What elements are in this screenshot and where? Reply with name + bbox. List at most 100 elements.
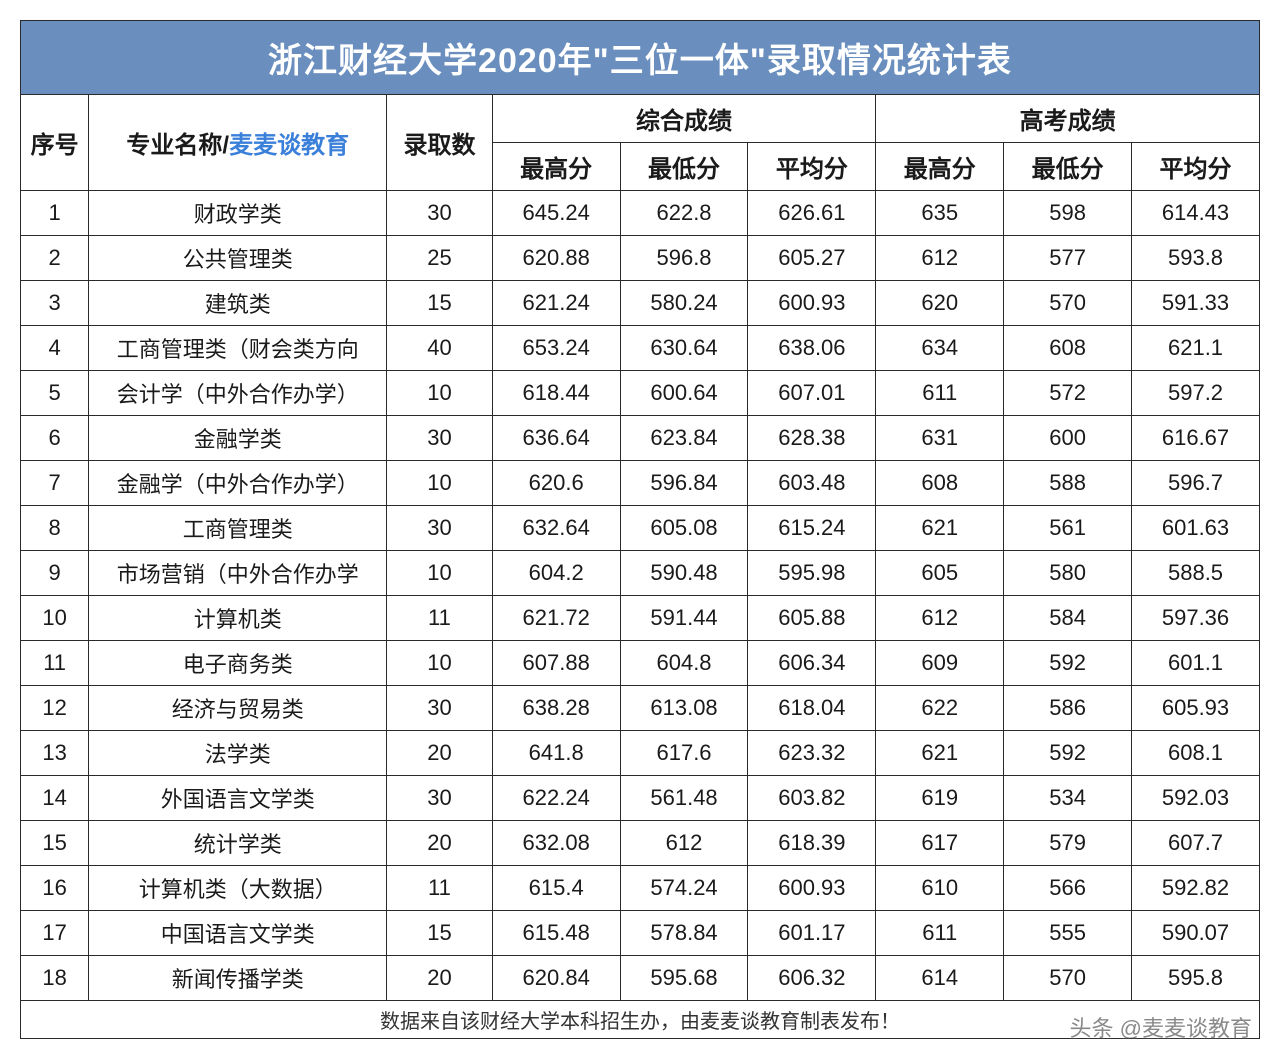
cell-g-avg: 608.1 <box>1132 731 1260 776</box>
cell-c-min: 617.6 <box>620 731 748 776</box>
cell-g-max: 617 <box>876 821 1004 866</box>
cell-seq: 15 <box>21 821 89 866</box>
table-row: 14外国语言文学类30622.24561.48603.82619534592.0… <box>21 776 1260 821</box>
header-count: 录取数 <box>387 95 493 191</box>
header-g-min: 最低分 <box>1004 143 1132 191</box>
cell-c-min: 605.08 <box>620 506 748 551</box>
cell-c-max: 604.2 <box>492 551 620 596</box>
cell-c-max: 621.24 <box>492 281 620 326</box>
cell-c-max: 636.64 <box>492 416 620 461</box>
cell-c-avg: 595.98 <box>748 551 876 596</box>
table-title-row: 浙江财经大学2020年"三位一体"录取情况统计表 <box>21 21 1260 95</box>
admission-statistics-table: 浙江财经大学2020年"三位一体"录取情况统计表 序号 专业名称/麦麦谈教育 录… <box>20 20 1260 1039</box>
table-row: 13法学类20641.8617.6623.32621592608.1 <box>21 731 1260 776</box>
header-g-avg: 平均分 <box>1132 143 1260 191</box>
cell-c-avg: 618.04 <box>748 686 876 731</box>
cell-c-max: 632.08 <box>492 821 620 866</box>
cell-major: 公共管理类 <box>89 236 387 281</box>
cell-c-min: 612 <box>620 821 748 866</box>
table-row: 10计算机类11621.72591.44605.88612584597.36 <box>21 596 1260 641</box>
table-row: 11电子商务类10607.88604.8606.34609592601.1 <box>21 641 1260 686</box>
cell-major: 经济与贸易类 <box>89 686 387 731</box>
cell-seq: 17 <box>21 911 89 956</box>
header-group-composite: 综合成绩 <box>492 95 876 143</box>
table-row: 1财政学类30645.24622.8626.61635598614.43 <box>21 191 1260 236</box>
cell-g-max: 605 <box>876 551 1004 596</box>
cell-seq: 7 <box>21 461 89 506</box>
cell-seq: 4 <box>21 326 89 371</box>
cell-g-min: 592 <box>1004 641 1132 686</box>
cell-g-max: 612 <box>876 596 1004 641</box>
cell-count: 10 <box>387 371 493 416</box>
cell-g-avg: 596.7 <box>1132 461 1260 506</box>
cell-seq: 11 <box>21 641 89 686</box>
table-body: 1财政学类30645.24622.8626.61635598614.432公共管… <box>21 191 1260 1001</box>
header-seq: 序号 <box>21 95 89 191</box>
cell-c-min: 613.08 <box>620 686 748 731</box>
cell-major: 计算机类（大数据） <box>89 866 387 911</box>
cell-c-min: 578.84 <box>620 911 748 956</box>
cell-g-max: 614 <box>876 956 1004 1001</box>
cell-count: 11 <box>387 596 493 641</box>
cell-c-avg: 600.93 <box>748 281 876 326</box>
cell-seq: 13 <box>21 731 89 776</box>
cell-c-max: 620.6 <box>492 461 620 506</box>
cell-major: 外国语言文学类 <box>89 776 387 821</box>
cell-c-min: 595.68 <box>620 956 748 1001</box>
cell-major: 金融学（中外合作办学） <box>89 461 387 506</box>
cell-g-avg: 592.03 <box>1132 776 1260 821</box>
cell-g-avg: 605.93 <box>1132 686 1260 731</box>
cell-g-max: 622 <box>876 686 1004 731</box>
cell-major: 法学类 <box>89 731 387 776</box>
table-row: 12经济与贸易类30638.28613.08618.04622586605.93 <box>21 686 1260 731</box>
table-row: 6金融学类30636.64623.84628.38631600616.67 <box>21 416 1260 461</box>
cell-g-max: 631 <box>876 416 1004 461</box>
cell-g-max: 635 <box>876 191 1004 236</box>
cell-g-max: 634 <box>876 326 1004 371</box>
cell-g-min: 598 <box>1004 191 1132 236</box>
cell-c-max: 615.48 <box>492 911 620 956</box>
cell-seq: 1 <box>21 191 89 236</box>
cell-c-min: 591.44 <box>620 596 748 641</box>
cell-g-avg: 607.7 <box>1132 821 1260 866</box>
cell-c-min: 604.8 <box>620 641 748 686</box>
cell-c-avg: 628.38 <box>748 416 876 461</box>
cell-c-avg: 618.39 <box>748 821 876 866</box>
cell-g-min: 579 <box>1004 821 1132 866</box>
cell-c-min: 590.48 <box>620 551 748 596</box>
cell-c-avg: 603.82 <box>748 776 876 821</box>
cell-g-max: 609 <box>876 641 1004 686</box>
cell-g-avg: 592.82 <box>1132 866 1260 911</box>
cell-g-min: 584 <box>1004 596 1132 641</box>
cell-c-max: 622.24 <box>492 776 620 821</box>
cell-g-min: 608 <box>1004 326 1132 371</box>
table-header-row-1: 序号 专业名称/麦麦谈教育 录取数 综合成绩 高考成绩 <box>21 95 1260 143</box>
cell-g-min: 592 <box>1004 731 1132 776</box>
cell-g-min: 570 <box>1004 281 1132 326</box>
table-row: 15统计学类20632.08612618.39617579607.7 <box>21 821 1260 866</box>
table-footer-row: 数据来自该财经大学本科招生办，由麦麦谈教育制表发布！ <box>21 1001 1260 1039</box>
cell-seq: 5 <box>21 371 89 416</box>
table-row: 9市场营销（中外合作办学10604.2590.48595.98605580588… <box>21 551 1260 596</box>
cell-g-avg: 591.33 <box>1132 281 1260 326</box>
cell-g-min: 600 <box>1004 416 1132 461</box>
cell-g-max: 621 <box>876 731 1004 776</box>
table-row: 5会计学（中外合作办学）10618.44600.64607.0161157259… <box>21 371 1260 416</box>
cell-g-min: 588 <box>1004 461 1132 506</box>
cell-g-min: 586 <box>1004 686 1132 731</box>
cell-g-min: 566 <box>1004 866 1132 911</box>
cell-major: 市场营销（中外合作办学 <box>89 551 387 596</box>
cell-g-avg: 588.5 <box>1132 551 1260 596</box>
cell-g-max: 619 <box>876 776 1004 821</box>
header-g-max: 最高分 <box>876 143 1004 191</box>
cell-c-max: 615.4 <box>492 866 620 911</box>
cell-g-avg: 601.1 <box>1132 641 1260 686</box>
cell-g-avg: 601.63 <box>1132 506 1260 551</box>
cell-seq: 2 <box>21 236 89 281</box>
cell-g-min: 555 <box>1004 911 1132 956</box>
cell-c-avg: 603.48 <box>748 461 876 506</box>
header-c-min: 最低分 <box>620 143 748 191</box>
cell-c-avg: 601.17 <box>748 911 876 956</box>
cell-count: 30 <box>387 506 493 551</box>
cell-major: 新闻传播学类 <box>89 956 387 1001</box>
